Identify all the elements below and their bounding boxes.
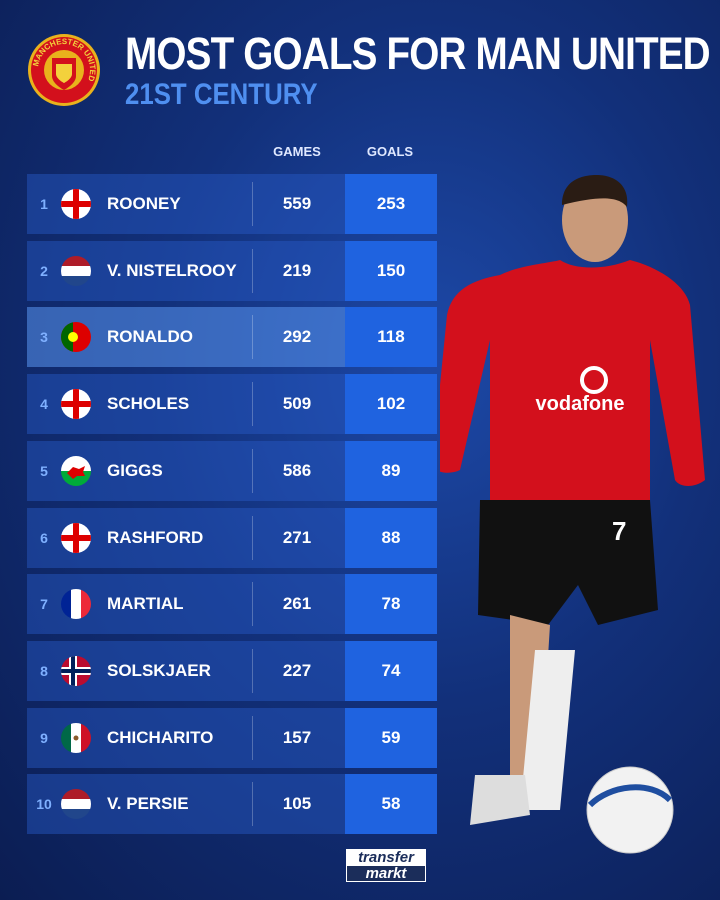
divider — [252, 648, 253, 693]
goals-cell-background — [345, 574, 437, 635]
rank: 1 — [40, 196, 48, 212]
rank: 10 — [36, 796, 52, 813]
rank: 2 — [40, 262, 48, 279]
shorts-number: 7 — [612, 516, 626, 546]
goals-value: 150 — [376, 260, 406, 280]
divider — [252, 448, 253, 493]
player-name: SCHOLES — [107, 394, 190, 414]
table-row: 7 MARTIAL 261 78 — [27, 574, 437, 635]
transfermarkt-logo: transfer markt — [346, 849, 426, 882]
goals-cell-background — [345, 240, 437, 301]
goals-value: 89 — [381, 460, 401, 480]
goals-value: 58 — [381, 794, 401, 814]
mexico-flag-icon — [61, 722, 91, 753]
player-name: V. PERSIE — [107, 794, 189, 814]
divider — [252, 248, 253, 293]
table-row: 8 SOLSKJAER 227 74 — [27, 640, 437, 701]
goals-cell-background — [345, 707, 437, 768]
divider — [252, 782, 253, 827]
logo-line-1: transfer — [347, 850, 425, 866]
divider — [252, 315, 253, 360]
goals-cell-background — [345, 774, 437, 835]
table-row: 1 ROONEY 559 253 — [27, 174, 437, 234]
player-name: SOLSKJAER — [107, 660, 211, 680]
rank: 3 — [40, 329, 48, 346]
rank: 6 — [40, 529, 48, 546]
table-row: 2 V. NISTELROOY 219 150 — [27, 240, 437, 301]
goals-cell-background — [345, 640, 437, 701]
page-title: MOST GOALS FOR MAN UNITED — [125, 28, 711, 79]
goals-cell-background — [345, 307, 437, 368]
divider — [252, 515, 253, 560]
player-name: MARTIAL — [107, 594, 184, 614]
games-value: 227 — [282, 660, 312, 680]
table-row: 3 RONALDO 292 118 — [27, 307, 437, 368]
netherlands-flag-icon — [61, 789, 91, 820]
netherlands-flag-icon — [61, 255, 91, 286]
rank: 9 — [40, 729, 48, 746]
man-united-crest-logo: MANCHESTER UNITED — [28, 34, 100, 106]
france-flag-icon — [61, 589, 91, 620]
goals-cell-background — [345, 507, 437, 568]
table-row: 10 V. PERSIE 105 58 — [27, 774, 437, 835]
games-value: 219 — [282, 260, 312, 280]
column-header-goals: GOALS — [366, 144, 414, 159]
england-flag-icon — [61, 522, 91, 553]
divider — [252, 582, 253, 627]
page-subtitle: 21ST CENTURY — [125, 78, 318, 111]
games-value: 509 — [282, 394, 312, 414]
games-value: 586 — [282, 460, 312, 480]
portugal-flag-icon — [61, 322, 91, 353]
games-value: 271 — [282, 527, 312, 547]
goals-value: 102 — [376, 394, 406, 414]
goals-cell-background — [345, 374, 437, 435]
games-value: 261 — [282, 594, 312, 614]
goals-value: 59 — [381, 727, 401, 747]
norway-flag-icon — [61, 655, 91, 686]
goals-value: 253 — [376, 194, 406, 213]
divider — [252, 182, 253, 226]
rank: 4 — [40, 396, 48, 413]
rank: 5 — [40, 462, 48, 479]
column-header-games: GAMES — [273, 144, 321, 159]
player-name: V. NISTELROOY — [107, 260, 237, 280]
goals-value: 74 — [381, 660, 401, 680]
games-value: 559 — [282, 194, 312, 213]
goals-cell-background — [345, 440, 437, 501]
games-value: 105 — [282, 794, 312, 814]
wales-flag-icon — [61, 455, 91, 486]
divider — [252, 382, 253, 427]
games-value: 157 — [282, 727, 312, 747]
player-name: RONALDO — [107, 327, 193, 347]
england-flag-icon — [61, 189, 91, 219]
player-name: GIGGS — [107, 460, 163, 480]
table-row: 4 SCHOLES 509 102 — [27, 374, 437, 435]
table-row: 5 GIGGS 586 89 — [27, 440, 437, 501]
goals-value: 118 — [377, 327, 405, 347]
divider — [252, 715, 253, 760]
shirt-sponsor: vodafone — [536, 393, 625, 415]
player-name: CHICHARITO — [107, 727, 214, 747]
games-value: 292 — [282, 327, 312, 347]
table-row: 6 RASHFORD 271 88 — [27, 507, 437, 568]
england-flag-icon — [61, 389, 91, 420]
logo-line-2: markt — [365, 865, 407, 882]
goals-cell-background — [345, 174, 437, 234]
player-name: RASHFORD — [107, 527, 204, 547]
table-row: 9 CHICHARITO 157 59 — [27, 707, 437, 768]
goals-value: 88 — [381, 527, 401, 547]
rank: 7 — [40, 596, 48, 613]
rank: 8 — [40, 662, 48, 679]
player-name: ROONEY — [107, 194, 181, 213]
goals-value: 78 — [381, 594, 401, 614]
player-photo: vodafone 7 — [440, 175, 705, 854]
